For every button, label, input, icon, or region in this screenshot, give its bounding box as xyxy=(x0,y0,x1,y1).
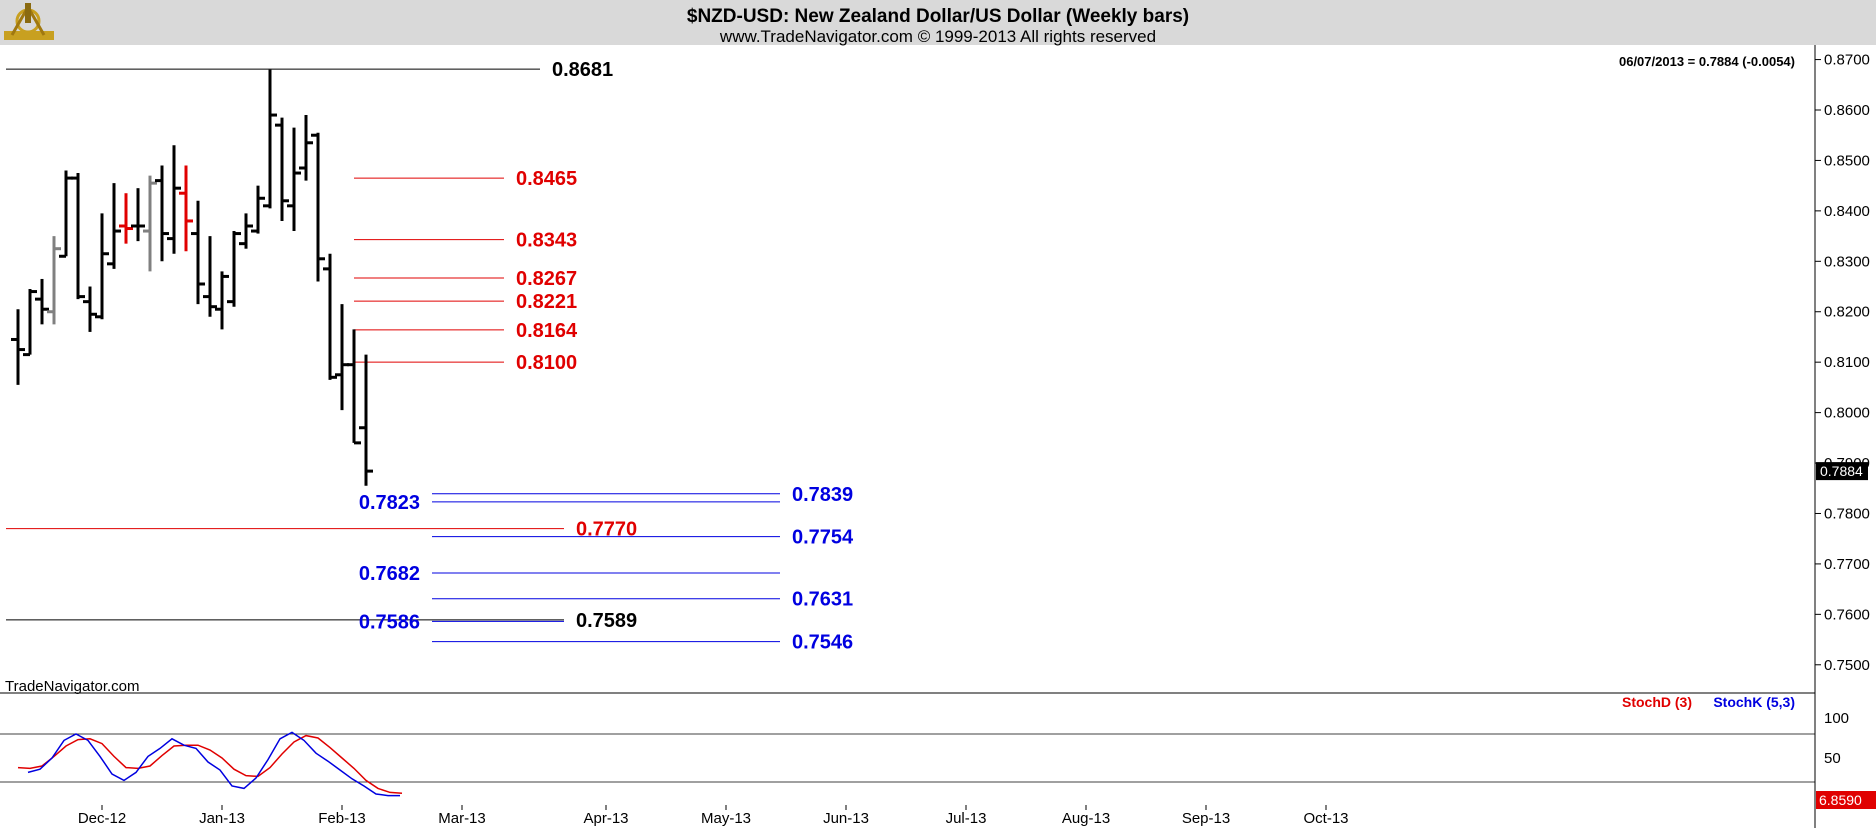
date-tick-label: Mar-13 xyxy=(438,810,486,827)
ohlc-bar xyxy=(275,117,289,221)
date-tick-label: Jul-13 xyxy=(946,810,987,827)
ohlc-bar xyxy=(59,170,73,258)
date-tick-label: Feb-13 xyxy=(318,810,366,827)
ohlc-bar xyxy=(287,127,301,232)
date-tick-label: Sep-13 xyxy=(1182,810,1230,827)
date-tick-label: Jun-13 xyxy=(823,810,869,827)
date-tick-label: Jan-13 xyxy=(199,810,245,827)
bars-layer xyxy=(11,69,373,486)
ohlc-bar xyxy=(239,213,253,249)
ohlc-bar xyxy=(179,165,193,252)
ohlc-bar xyxy=(95,213,109,320)
price-tick-label: 0.8500 xyxy=(1824,152,1870,169)
level-label: 0.8221 xyxy=(516,291,577,313)
ohlc-bar xyxy=(227,231,241,307)
date-tick-label: Oct-13 xyxy=(1303,810,1348,827)
price-tick-label: 0.8200 xyxy=(1824,304,1870,321)
level-label: 0.8465 xyxy=(516,168,577,190)
ohlc-bar xyxy=(167,145,181,254)
price-tick-label: 0.7700 xyxy=(1824,556,1870,573)
ohlc-bar xyxy=(359,354,373,486)
header-band xyxy=(0,0,1876,45)
ohlc-bar xyxy=(323,253,337,380)
current-price-label: 0.7884 xyxy=(1820,463,1863,479)
watermark: TradeNavigator.com xyxy=(5,678,140,695)
last-quote: 06/07/2013 = 0.7884 (-0.0054) xyxy=(1619,54,1795,69)
ohlc-bar xyxy=(191,200,205,305)
stoch-d-line xyxy=(17,734,403,794)
level-label: 0.8681 xyxy=(552,59,613,81)
ohlc-bar xyxy=(11,309,25,385)
ohlc-bar xyxy=(35,278,49,325)
level-label: 0.7589 xyxy=(576,610,637,632)
price-tick-label: 0.8000 xyxy=(1824,405,1870,422)
level-label: 0.7839 xyxy=(792,484,853,506)
ohlc-bar xyxy=(347,329,361,445)
stoch-k-legend: StochK (5,3) xyxy=(1713,694,1795,710)
price-tick-label: 0.8100 xyxy=(1824,354,1870,371)
chart-title: $NZD-USD: New Zealand Dollar/US Dollar (… xyxy=(687,6,1189,27)
ohlc-bar xyxy=(263,69,277,209)
stoch-tick-label: 50 xyxy=(1824,750,1841,767)
level-label: 0.8100 xyxy=(516,352,577,374)
level-label: 0.7586 xyxy=(359,611,420,633)
price-tick-label: 0.8600 xyxy=(1824,102,1870,119)
stoch-value-label: 6.8590 xyxy=(1819,792,1862,808)
ohlc-bar xyxy=(107,183,121,269)
price-tick-label: 0.8700 xyxy=(1824,52,1870,69)
price-tick-label: 0.8400 xyxy=(1824,203,1870,220)
ohlc-bar xyxy=(335,304,349,411)
ohlc-bar xyxy=(83,286,97,332)
stoch-k-line xyxy=(27,731,400,797)
stoch-d-legend: StochD (3) xyxy=(1622,694,1692,710)
stochastic-pane: 100 50 6.8590 xyxy=(0,710,1876,809)
date-axis: Dec-12 Jan-13 Feb-13 Mar-13 Apr-13 May-13 Jun-… xyxy=(78,805,1349,827)
ohlc-bar xyxy=(155,165,169,262)
date-tick-label: Dec-12 xyxy=(78,810,126,827)
ohlc-bar xyxy=(119,193,133,244)
level-label: 0.8164 xyxy=(516,320,578,342)
price-tick-label: 0.7800 xyxy=(1824,505,1870,522)
level-label: 0.7823 xyxy=(359,492,420,514)
stoch-tick-label: 100 xyxy=(1824,710,1849,727)
ohlc-bar xyxy=(47,236,61,325)
copyright-text: www.TradeNavigator.com © 1999-2013 All r… xyxy=(719,27,1156,46)
level-label: 0.8343 xyxy=(516,230,577,252)
level-label: 0.7631 xyxy=(792,589,853,611)
ohlc-bar xyxy=(299,115,313,181)
ohlc-bar xyxy=(143,175,157,272)
ohlc-bar xyxy=(251,185,265,234)
level-label: 0.7546 xyxy=(792,632,853,654)
ohlc-bar xyxy=(131,188,145,242)
ohlc-bar xyxy=(215,271,229,330)
level-label: 0.8267 xyxy=(516,268,577,290)
level-label: 0.7770 xyxy=(576,519,637,541)
level-label: 0.7682 xyxy=(359,563,420,585)
price-tick-label: 0.8300 xyxy=(1824,253,1870,270)
price-tick-label: 0.7600 xyxy=(1824,606,1870,623)
date-tick-label: Apr-13 xyxy=(583,810,628,827)
trade-navigator-logo xyxy=(4,3,54,40)
stoch-value-box xyxy=(1816,791,1876,809)
date-tick-label: Aug-13 xyxy=(1062,810,1110,827)
ohlc-bar xyxy=(311,132,325,282)
ohlc-bar xyxy=(71,173,85,300)
current-price-box xyxy=(1816,462,1868,481)
price-axis: 0.8700 0.8600 0.8500 0.8400 0.8300 0.8200 0.81… xyxy=(1815,52,1870,674)
price-tick-label: 0.7500 xyxy=(1824,657,1870,674)
level-label: 0.7754 xyxy=(792,527,854,549)
ohlc-bar xyxy=(23,289,37,357)
ohlc-bar xyxy=(203,236,217,317)
date-tick-label: May-13 xyxy=(701,810,751,827)
